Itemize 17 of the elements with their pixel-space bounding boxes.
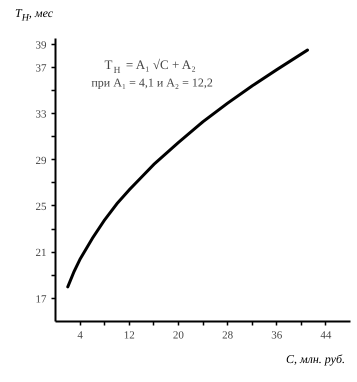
y-tick-label: 25 xyxy=(36,200,47,213)
y-tick-label: 21 xyxy=(36,247,46,260)
x-tick-label: 20 xyxy=(172,330,184,342)
y-tick-label: 33 xyxy=(36,108,47,121)
y-tick-label: 17 xyxy=(36,293,47,306)
x-tick-label: 44 xyxy=(320,330,332,342)
y-tick-label: 37 xyxy=(36,62,47,74)
x-tick-label: 36 xyxy=(271,330,283,342)
x-tick-label: 4 xyxy=(77,330,84,342)
x-tick-label: 12 xyxy=(124,330,135,342)
y-tick-label: 39 xyxy=(36,39,47,52)
annotation: при A₁ = 4,1 и A₂ = 12,2 xyxy=(91,75,213,90)
y-tick-label: 29 xyxy=(36,154,47,167)
y-axis-title: T$_{Н}$, мес xyxy=(15,5,54,26)
x-tick-label: 28 xyxy=(222,330,234,342)
x-axis-title: C, млн. руб. xyxy=(286,351,345,368)
line-series xyxy=(66,48,309,288)
